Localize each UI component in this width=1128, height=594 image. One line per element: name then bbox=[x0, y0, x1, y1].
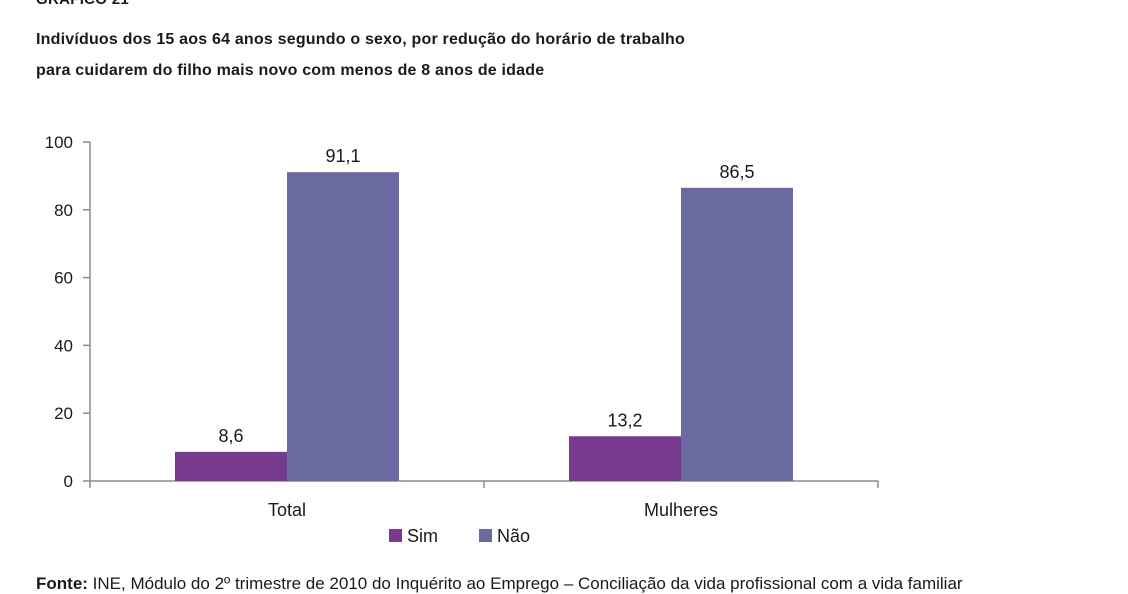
x-category-label: Total bbox=[268, 500, 306, 520]
bars: 8,6 91,1 13,2 86,5 bbox=[175, 146, 793, 481]
source-note: Fonte: INE, Módulo do 2º trimestre de 20… bbox=[36, 574, 1116, 594]
y-tick-label: 100 bbox=[45, 133, 73, 152]
chart-heading: Gráfico 21 bbox=[36, 0, 129, 8]
y-tick-label: 20 bbox=[54, 404, 73, 423]
x-category-label: Mulheres bbox=[644, 500, 718, 520]
y-axis: 0 20 40 60 80 100 bbox=[45, 133, 91, 491]
data-label: 8,6 bbox=[218, 426, 243, 446]
legend-label: Não bbox=[497, 526, 530, 546]
bar bbox=[681, 187, 793, 481]
y-tick-label: 40 bbox=[54, 336, 73, 355]
chart-title: Indivíduos dos 15 aos 64 anos segundo o … bbox=[36, 24, 1096, 86]
bar bbox=[287, 172, 399, 481]
y-tick-label: 60 bbox=[54, 269, 73, 288]
data-label: 13,2 bbox=[607, 410, 642, 430]
data-label: 91,1 bbox=[325, 146, 360, 166]
x-axis: Total Mulheres bbox=[89, 480, 879, 520]
y-tick-label: 80 bbox=[54, 201, 73, 220]
y-tick-label: 0 bbox=[64, 472, 73, 491]
source-text: INE, Módulo do 2º trimestre de 2010 do I… bbox=[92, 574, 963, 593]
source-label: Fonte: bbox=[36, 574, 88, 593]
legend: Sim Não bbox=[389, 526, 530, 546]
bar bbox=[175, 451, 287, 481]
bar bbox=[569, 436, 681, 481]
legend-swatch bbox=[389, 529, 402, 542]
data-label: 86,5 bbox=[719, 162, 754, 182]
legend-label: Sim bbox=[407, 526, 438, 546]
title-line-1: Indivíduos dos 15 aos 64 anos segundo o … bbox=[36, 31, 686, 48]
title-line-2: para cuidarem do filho mais novo com men… bbox=[36, 62, 545, 79]
legend-swatch bbox=[479, 529, 492, 542]
